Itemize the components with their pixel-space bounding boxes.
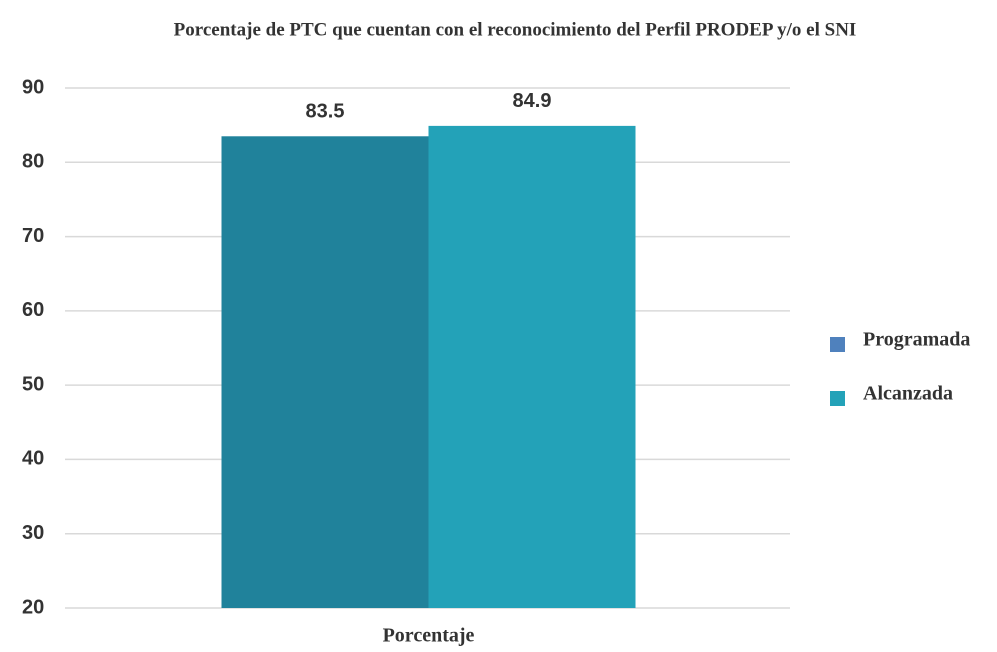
x-tick-label: Porcentaje [383, 625, 475, 647]
legend-swatch [830, 337, 845, 352]
data-label: 83.5 [306, 101, 345, 123]
y-tick-label: 50 [22, 373, 44, 395]
data-label: 84.9 [513, 90, 552, 112]
y-tick-label: 70 [22, 225, 44, 247]
bar [221, 136, 429, 609]
y-tick-label: 80 [22, 151, 44, 173]
y-tick-label: 20 [22, 596, 44, 618]
legend-label: Alcanzada [863, 383, 953, 405]
chart-title: Porcentaje de PTC que cuentan con el rec… [174, 19, 857, 40]
legend-label: Programada [863, 329, 970, 351]
y-tick-label: 30 [22, 522, 44, 544]
bar [428, 125, 636, 608]
y-tick-label: 60 [22, 299, 44, 321]
y-tick-label: 40 [22, 448, 44, 470]
y-tick-label: 90 [22, 76, 44, 98]
legend-swatch [830, 391, 845, 406]
